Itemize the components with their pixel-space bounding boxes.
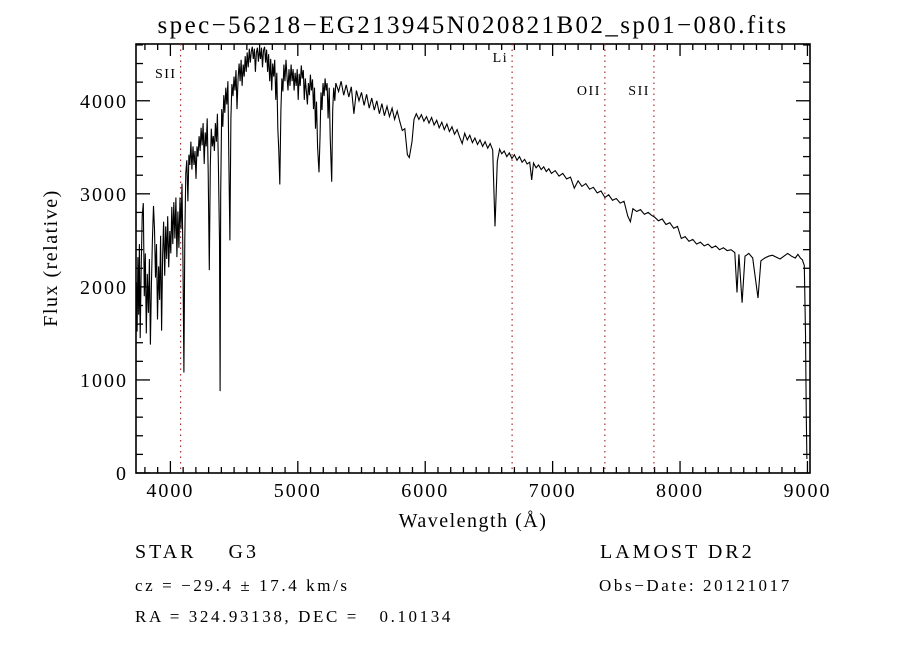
axis-ticks	[136, 44, 810, 474]
x-tick-label: 4000	[146, 480, 194, 502]
axis-tick-labels: 4000 5000 6000 7000 8000 9000 0 1000 2000 3000 400…	[80, 91, 831, 502]
y-tick-label: 3000	[80, 184, 128, 206]
x-tick-label: 7000	[529, 480, 577, 502]
x-axis-label: Wavelength (Å)	[399, 510, 548, 532]
spectral-line-label: Li	[493, 51, 508, 66]
y-tick-label: 2000	[80, 277, 128, 299]
survey-release-text: LAMOST DR2	[600, 541, 755, 563]
ra-dec-text: RA = 324.93138, DEC = 0.10134	[135, 607, 453, 626]
annotation-block: STAR G3 LAMOST DR2 cz = −29.4 ± 17.4 km/…	[135, 541, 792, 626]
x-tick-label: 9000	[783, 480, 831, 502]
spectrum-trace	[135, 46, 808, 460]
obs-date-text: Obs−Date: 20121017	[599, 576, 792, 595]
y-tick-label: 0	[116, 463, 128, 485]
plot-title: spec−56218−EG213945N020821B02_sp01−080.f…	[158, 12, 789, 39]
spectrum-flux-line	[135, 46, 808, 460]
axes-frame	[135, 43, 811, 474]
radial-velocity-text: cz = −29.4 ± 17.4 km/s	[135, 576, 350, 595]
x-tick-label: 8000	[656, 480, 704, 502]
class-subclass-text: STAR G3	[135, 541, 259, 563]
y-axis-label: Flux (relative)	[40, 189, 62, 326]
y-tick-label: 4000	[80, 91, 128, 113]
spectral-line-label: SII	[155, 67, 177, 82]
x-tick-label: 5000	[274, 480, 322, 502]
spectral-line-label: OII	[577, 84, 601, 99]
spectral-line-markers: SII Li OII SII	[155, 44, 655, 473]
spectral-line-label: SII	[628, 84, 650, 99]
y-tick-label: 1000	[80, 370, 128, 392]
x-tick-label: 6000	[401, 480, 449, 502]
plot-frame	[135, 43, 811, 474]
